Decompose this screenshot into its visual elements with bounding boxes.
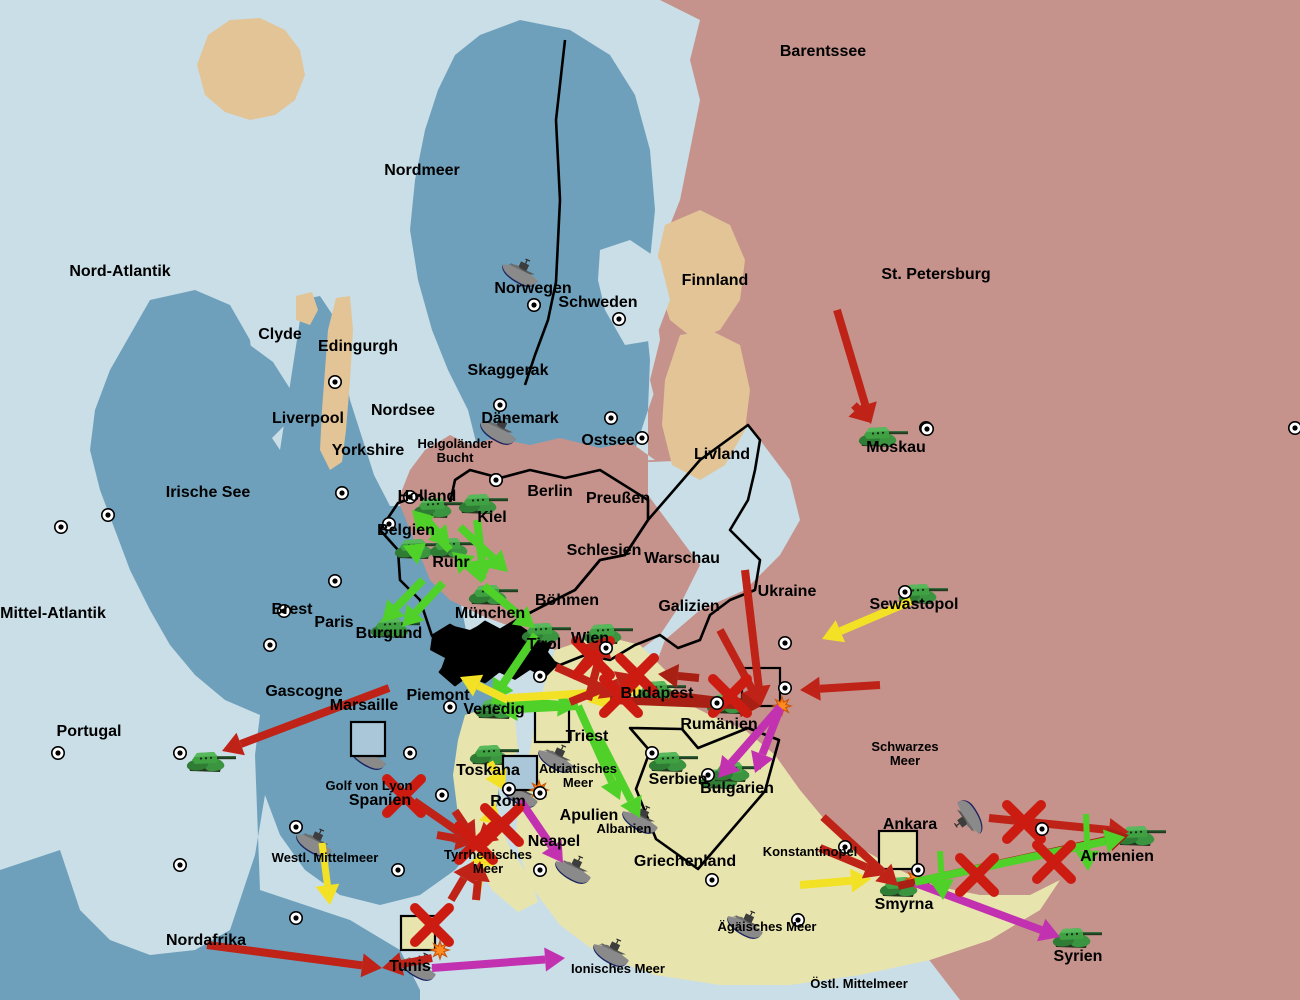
svg-text:Bucht: Bucht	[437, 450, 475, 465]
svg-text:Nordafrika: Nordafrika	[166, 932, 246, 949]
svg-text:Kiel: Kiel	[477, 509, 506, 526]
svg-text:Meer: Meer	[563, 775, 593, 790]
svg-text:Konstantinopel: Konstantinopel	[763, 844, 858, 859]
svg-text:Sewastopol: Sewastopol	[870, 596, 959, 613]
svg-text:Ruhr: Ruhr	[432, 554, 469, 571]
svg-text:Helgoländer: Helgoländer	[417, 436, 492, 451]
svg-text:Tirol: Tirol	[527, 636, 561, 653]
svg-text:Meer: Meer	[473, 861, 503, 876]
svg-text:Piemont: Piemont	[406, 687, 470, 704]
svg-text:Berlin: Berlin	[527, 483, 572, 500]
svg-text:Armenien: Armenien	[1080, 848, 1154, 865]
svg-text:Neapel: Neapel	[528, 833, 580, 850]
svg-text:Ukraine: Ukraine	[758, 583, 817, 600]
svg-text:Nord-Atlantik: Nord-Atlantik	[69, 263, 170, 280]
svg-text:Mittel-Atlantik: Mittel-Atlantik	[0, 605, 106, 622]
svg-text:Westl. Mittelmeer: Westl. Mittelmeer	[272, 850, 379, 865]
svg-text:Clyde: Clyde	[258, 326, 302, 343]
svg-text:Portugal: Portugal	[57, 723, 122, 740]
svg-text:Finnland: Finnland	[682, 272, 749, 289]
svg-text:Livland: Livland	[694, 446, 750, 463]
svg-text:Adriatisches: Adriatisches	[539, 761, 617, 776]
svg-text:Serbien: Serbien	[649, 771, 708, 788]
svg-text:Warschau: Warschau	[644, 550, 720, 567]
svg-text:Meer: Meer	[890, 753, 920, 768]
svg-text:Dänemark: Dänemark	[481, 410, 558, 427]
svg-text:Rom: Rom	[490, 793, 526, 810]
svg-text:Schlesien: Schlesien	[567, 542, 642, 559]
svg-text:Barentssee: Barentssee	[780, 43, 866, 60]
svg-text:Holland: Holland	[398, 488, 457, 505]
svg-text:Nordmeer: Nordmeer	[384, 162, 460, 179]
svg-text:Ionisches Meer: Ionisches Meer	[571, 961, 665, 976]
svg-text:Ostsee: Ostsee	[581, 432, 634, 449]
svg-text:St. Petersburg: St. Petersburg	[881, 266, 990, 283]
svg-text:Toskana: Toskana	[456, 762, 520, 779]
svg-text:Schwarzes: Schwarzes	[871, 739, 938, 754]
svg-text:Burgund: Burgund	[356, 625, 423, 642]
svg-text:Nordsee: Nordsee	[371, 402, 435, 419]
svg-text:München: München	[455, 605, 525, 622]
svg-text:Galizien: Galizien	[658, 598, 719, 615]
svg-text:Irische See: Irische See	[166, 484, 251, 501]
svg-text:Moskau: Moskau	[866, 439, 926, 456]
svg-text:Belgien: Belgien	[377, 522, 435, 539]
svg-text:Ägäisches Meer: Ägäisches Meer	[718, 919, 817, 934]
svg-text:Schweden: Schweden	[558, 294, 637, 311]
svg-text:Liverpool: Liverpool	[272, 410, 344, 427]
svg-text:Ankara: Ankara	[883, 816, 937, 833]
svg-text:Östl. Mittelmeer: Östl. Mittelmeer	[810, 976, 908, 991]
svg-text:Triest: Triest	[566, 728, 609, 745]
svg-text:Spanien: Spanien	[349, 792, 411, 809]
svg-text:Yorkshire: Yorkshire	[332, 442, 405, 459]
svg-text:Preußen: Preußen	[586, 490, 650, 507]
svg-text:Rumänien: Rumänien	[680, 716, 757, 733]
svg-text:Griechenland: Griechenland	[634, 853, 736, 870]
svg-text:Smyrna: Smyrna	[875, 896, 934, 913]
svg-text:Albanien: Albanien	[597, 821, 652, 836]
svg-text:Paris: Paris	[314, 614, 353, 631]
svg-text:Budapest: Budapest	[621, 685, 695, 702]
svg-text:Tyrrhenisches: Tyrrhenisches	[444, 847, 532, 862]
svg-text:Böhmen: Böhmen	[535, 592, 599, 609]
svg-text:Wien: Wien	[571, 630, 609, 647]
svg-text:Bulgarien: Bulgarien	[700, 780, 774, 797]
svg-text:Brest: Brest	[272, 601, 314, 618]
svg-text:Tunis: Tunis	[389, 958, 431, 975]
svg-text:Edingurgh: Edingurgh	[318, 338, 398, 355]
svg-text:Syrien: Syrien	[1054, 948, 1103, 965]
svg-text:Marsaille: Marsaille	[330, 697, 399, 714]
svg-text:Skaggerak: Skaggerak	[468, 362, 549, 379]
svg-text:Golf von Lyon: Golf von Lyon	[326, 778, 413, 793]
svg-text:Venedig: Venedig	[463, 701, 524, 718]
